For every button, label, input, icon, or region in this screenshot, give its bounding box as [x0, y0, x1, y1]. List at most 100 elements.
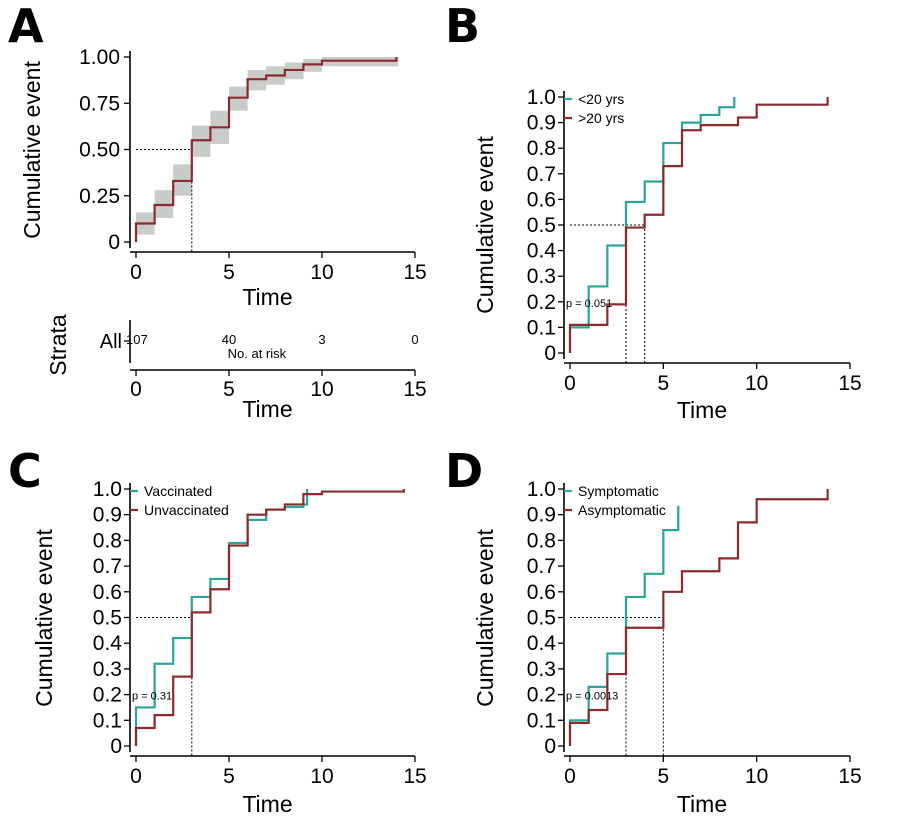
y-tick-label: 0 [544, 735, 556, 758]
y-tick-label: 0 [108, 231, 120, 254]
legend-label: Asymptomatic [578, 502, 666, 518]
y-axis-title: Cumulative event [472, 136, 498, 314]
x-axis-title: Time [677, 397, 727, 423]
legend-label: Unvaccinated [144, 502, 229, 518]
x-tick-label: 5 [223, 765, 235, 788]
y-tick-label: 0.4 [527, 632, 557, 655]
y-tick-label: 0.1 [527, 316, 556, 339]
series-line-1 [568, 489, 829, 746]
y-tick-label: 0.25 [79, 185, 120, 208]
panel-d: D 0 0.10.2 0.3 0.40.5 0.6 0.7 0.80.9 1.0 0 5 10 15 Ti… [445, 444, 862, 817]
risk-x-tick-label: 10 [310, 378, 333, 401]
x-tick-label: 10 [310, 261, 333, 284]
axes: 00.10.20.30.40.50.60.70.80.91.00 5 10 15 [527, 478, 862, 788]
legend-label: Symptomatic [578, 483, 659, 499]
y-tick-label: 0.4 [527, 240, 557, 263]
y-tick-label: 0.8 [93, 529, 122, 552]
x-tick-label: 10 [745, 372, 768, 395]
panel-letter: A [8, 0, 44, 53]
y-tick-label: 0.5 [527, 214, 556, 237]
y-tick-label: 0.8 [527, 137, 556, 160]
risk-x-tick-label: 0 [130, 378, 142, 401]
panel-letter: B [445, 0, 480, 53]
series-line-0 [568, 97, 736, 353]
legend-label: <20 yrs [578, 91, 624, 107]
y-tick-label: 0.7 [93, 555, 122, 578]
y-tick-label: 0.2 [93, 684, 122, 707]
y-tick-label: 1.0 [93, 478, 122, 501]
y-axis-title: Cumulative event [19, 61, 45, 239]
axes: 00.10.20.30.40.50.60.70.80.91.00 5 10 15 [527, 86, 862, 395]
y-axis-title: Cumulative event [31, 529, 57, 707]
y-tick-label: 0 [544, 342, 556, 365]
panel-letter: C [8, 444, 42, 498]
y-tick-label: 1.00 [79, 46, 120, 69]
x-tick-label: 10 [310, 765, 333, 788]
y-tick-label: 0.3 [527, 265, 556, 288]
y-tick-label: 0.5 [93, 607, 122, 630]
x-tick-label: 0 [130, 765, 142, 788]
y-tick-label: 0.50 [79, 139, 120, 162]
strata-label: All [100, 331, 122, 353]
x-tick-label: 0 [564, 765, 576, 788]
x-tick-label: 0 [130, 261, 142, 284]
y-tick-label: 0.6 [527, 581, 556, 604]
x-tick-label: 0 [564, 372, 576, 395]
y-tick-label: 0.2 [527, 291, 556, 314]
y-tick-label: 0.8 [527, 529, 556, 552]
risk-count: 107 [126, 332, 148, 347]
risk-x-tick-label: 5 [223, 378, 235, 401]
legend-label: >20 yrs [578, 110, 624, 126]
y-tick-label: 0.6 [93, 581, 122, 604]
y-tick-label: 0.9 [93, 504, 122, 527]
panel-a: A 0 0.25 0.50 0.75 1.00 0 5 10 15 Time Cumulative e… [8, 0, 427, 422]
y-tick-label: 0.4 [93, 632, 123, 655]
series-line-0 [568, 505, 680, 746]
panel-c: C 0 0.10.2 0.3 0.40.5 0.6 0.7 0.80.9 1.0 0 5 10 15 Ti… [8, 444, 427, 817]
p-value-label: p = 0.31 [132, 691, 172, 703]
y-axis-title: Cumulative event [472, 529, 498, 707]
y-tick-label: 0.7 [527, 163, 556, 186]
legend: Symptomatic Asymptomatic [564, 483, 666, 518]
x-tick-label: 15 [838, 372, 861, 395]
legend: <20 yrs >20 yrs [564, 91, 624, 126]
y-tick-label: 0.6 [527, 188, 556, 211]
strata-title: Strata [45, 314, 71, 376]
risk-count: 0 [411, 332, 418, 347]
y-tick-label: 0.1 [527, 709, 556, 732]
y-tick-label: 0.5 [527, 607, 556, 630]
x-axis-title: Time [677, 791, 727, 817]
x-tick-label: 10 [745, 765, 768, 788]
legend: Vaccinated Unvaccinated [130, 483, 229, 518]
x-tick-label: 15 [403, 261, 426, 284]
y-tick-label: 0 [110, 735, 122, 758]
axes: 0 0.25 0.50 0.75 1.00 0 5 10 15 [79, 46, 427, 284]
y-tick-label: 0.1 [93, 709, 122, 732]
panel-letter: D [445, 444, 483, 498]
y-tick-label: 0.3 [527, 658, 556, 681]
y-tick-label: 0.9 [527, 504, 556, 527]
x-axis-title: Time [242, 791, 292, 817]
panel-b: B 0 0.10.2 0.30.4 0.5 0.60.7 0.80.9 1.0 0 5 10 15 Ti… [445, 0, 862, 423]
risk-x-tick-label: 15 [403, 378, 426, 401]
risk-table: All Strata 107 40 3 0 No. at risk 0 5 10 15 Time [45, 314, 427, 422]
risk-x-axis-title: Time [242, 396, 292, 422]
x-tick-label: 15 [838, 765, 861, 788]
legend-label: Vaccinated [144, 483, 212, 499]
y-tick-label: 1.0 [527, 86, 556, 109]
risk-count: 3 [318, 332, 325, 347]
axes: 00.10.20.30.40.50.60.70.80.91.00 5 10 15 [93, 478, 427, 788]
x-tick-label: 5 [223, 261, 235, 284]
x-tick-label: 5 [657, 372, 669, 395]
series-line-0 [134, 57, 398, 242]
risk-caption: No. at risk [228, 346, 287, 361]
p-value-label: p = 0.051 [566, 298, 612, 310]
series-line-1 [134, 489, 405, 746]
y-tick-label: 1.0 [527, 478, 556, 501]
x-tick-label: 5 [657, 765, 669, 788]
y-tick-label: 0.3 [93, 658, 122, 681]
y-tick-label: 0.2 [527, 684, 556, 707]
x-axis-title: Time [242, 284, 292, 310]
risk-count: 40 [222, 332, 236, 347]
